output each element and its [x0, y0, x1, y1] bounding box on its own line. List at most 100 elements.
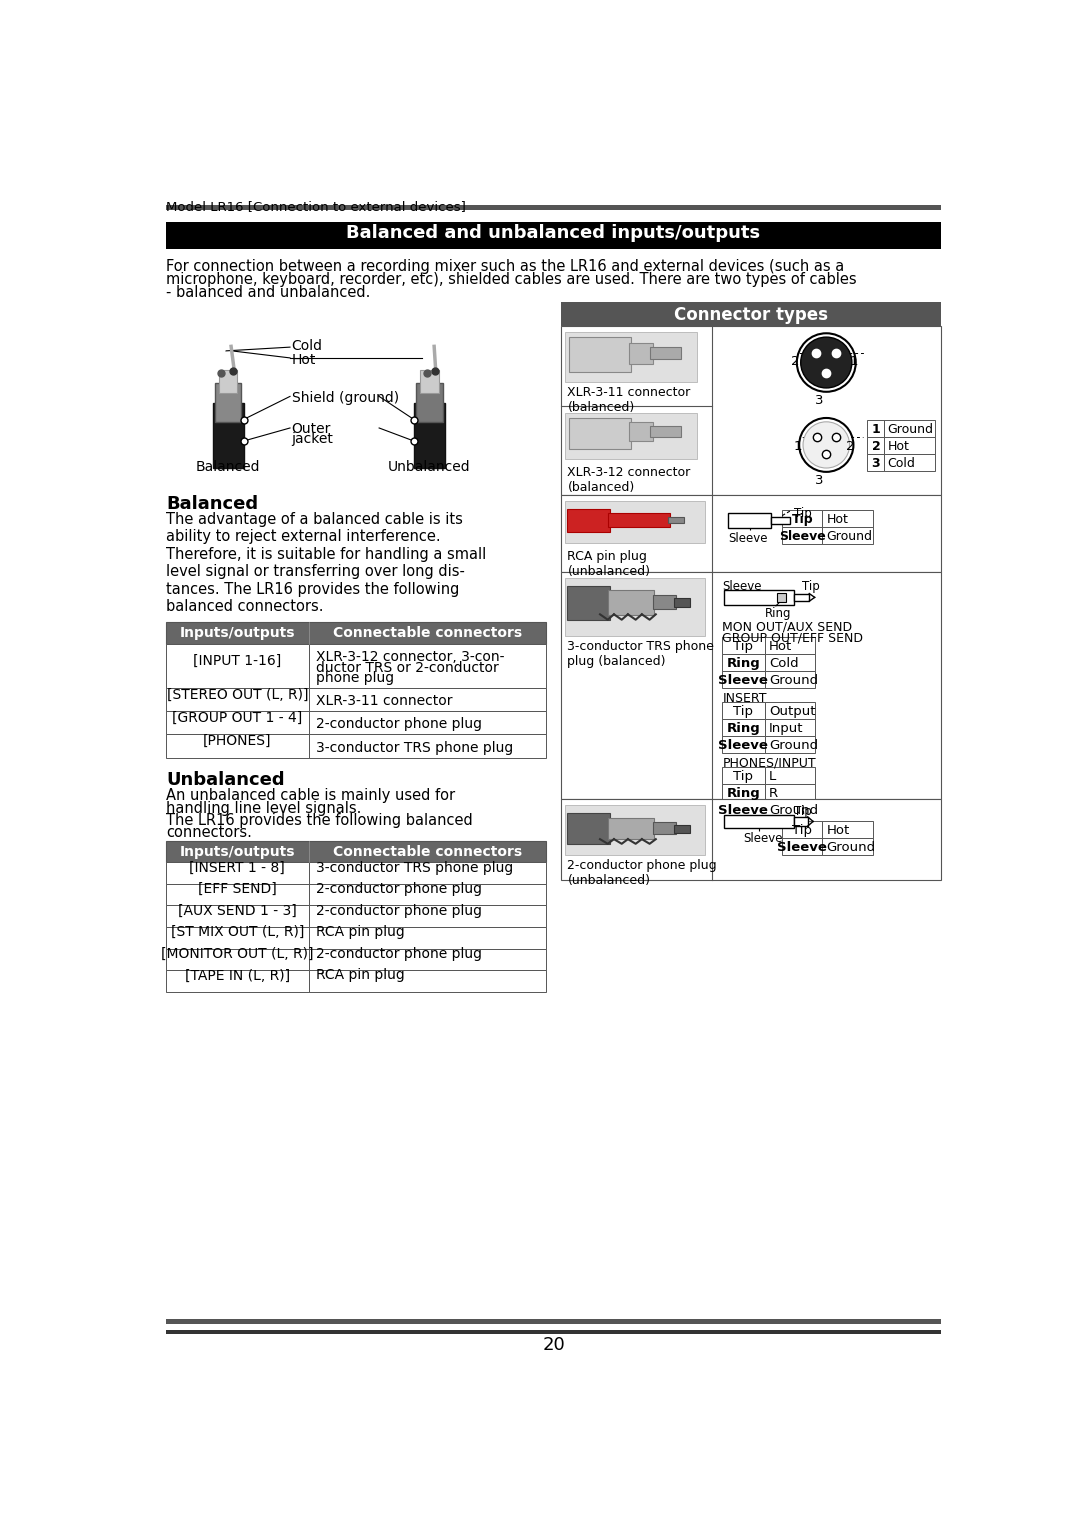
Bar	[885, 455, 935, 472]
Bar	[567, 586, 610, 621]
Text: 2-conductor phone plug: 2-conductor phone plug	[315, 948, 482, 961]
Text: XLR-3-12 connector
(balanced): XLR-3-12 connector (balanced)	[567, 467, 691, 494]
Bar	[166, 841, 545, 862]
Text: Sleeve: Sleeve	[743, 832, 783, 845]
Text: Tip: Tip	[793, 824, 812, 836]
Text: Connectable connectors: Connectable connectors	[333, 844, 522, 859]
Text: The LR16 provides the following balanced: The LR16 provides the following balanced	[166, 813, 473, 829]
Bar	[652, 823, 676, 833]
Text: RCA pin plug
(unbalanced): RCA pin plug (unbalanced)	[567, 551, 650, 578]
Bar	[650, 346, 681, 360]
Bar	[652, 595, 676, 609]
Bar	[674, 826, 690, 833]
Bar	[309, 734, 545, 757]
Text: Ring: Ring	[727, 787, 760, 800]
Bar	[565, 331, 697, 382]
Text: Tip: Tip	[733, 769, 754, 783]
Bar	[309, 884, 545, 905]
Text: [EFF SEND]: [EFF SEND]	[198, 882, 276, 896]
Text: 2-conductor phone plug: 2-conductor phone plug	[315, 903, 482, 917]
Bar	[823, 838, 873, 855]
Text: Sleeve: Sleeve	[779, 531, 825, 543]
Bar	[562, 302, 941, 325]
Bar	[218, 371, 238, 394]
Text: Sleeve: Sleeve	[728, 533, 768, 545]
Text: XLR-3-11 connector: XLR-3-11 connector	[315, 694, 453, 708]
Text: Shield (ground): Shield (ground)	[292, 391, 399, 404]
Text: Cold: Cold	[888, 458, 916, 470]
Bar	[416, 383, 443, 421]
Bar	[309, 644, 545, 688]
Text: Hot: Hot	[888, 441, 909, 453]
Text: Inputs/outputs: Inputs/outputs	[179, 626, 295, 639]
Bar	[565, 578, 704, 636]
Bar	[765, 638, 815, 655]
Text: 2-conductor phone plug: 2-conductor phone plug	[315, 717, 482, 731]
Bar	[565, 806, 704, 856]
Text: phone plug: phone plug	[315, 671, 394, 685]
Text: Ground: Ground	[769, 674, 818, 687]
Bar	[885, 420, 935, 438]
Text: 3: 3	[872, 458, 880, 470]
Bar	[782, 510, 823, 528]
Text: Unbalanced: Unbalanced	[388, 461, 471, 475]
Bar	[770, 516, 789, 525]
Text: [MONITOR OUT (L, R)]: [MONITOR OUT (L, R)]	[161, 948, 313, 961]
Bar	[723, 655, 765, 671]
Text: 2: 2	[872, 441, 880, 453]
Bar	[650, 426, 681, 438]
Bar	[309, 862, 545, 884]
Text: 3-conductor TRS phone
plug (balanced): 3-conductor TRS phone plug (balanced)	[567, 639, 714, 668]
Text: [ST MIX OUT (L, R)]: [ST MIX OUT (L, R)]	[171, 925, 303, 940]
Bar	[309, 711, 545, 734]
Bar	[723, 702, 765, 719]
Text: 20: 20	[542, 1335, 565, 1354]
Bar	[867, 420, 885, 438]
Text: [INPUT 1-16]: [INPUT 1-16]	[193, 653, 282, 667]
Bar	[569, 418, 631, 449]
Text: Output: Output	[769, 705, 815, 719]
Text: connectors.: connectors.	[166, 826, 252, 841]
Text: GROUP OUT/EFF SEND: GROUP OUT/EFF SEND	[723, 632, 863, 644]
Text: 3-conductor TRS phone plug: 3-conductor TRS phone plug	[315, 740, 513, 754]
Text: Balanced and unbalanced inputs/outputs: Balanced and unbalanced inputs/outputs	[347, 224, 760, 243]
Bar	[166, 688, 309, 711]
Text: microphone, keyboard, recorder, etc), shielded cables are used. There are two ty: microphone, keyboard, recorder, etc), sh…	[166, 272, 856, 287]
Bar	[765, 719, 815, 736]
Bar	[166, 711, 309, 734]
Bar	[723, 784, 765, 801]
Bar	[166, 204, 941, 211]
Text: Sleeve: Sleeve	[723, 580, 762, 592]
Text: INSERT: INSERT	[723, 693, 767, 705]
Text: handling line level signals.: handling line level signals.	[166, 801, 362, 816]
Bar	[166, 734, 309, 757]
Bar	[794, 594, 809, 601]
Bar	[765, 671, 815, 688]
Bar	[608, 591, 654, 615]
Text: 2-conductor phone plug: 2-conductor phone plug	[315, 882, 482, 896]
Bar	[723, 638, 765, 655]
Bar	[567, 508, 610, 533]
Text: Hot: Hot	[826, 513, 848, 526]
Bar	[723, 766, 765, 784]
Text: [INSERT 1 - 8]: [INSERT 1 - 8]	[189, 861, 285, 874]
Bar	[562, 572, 941, 800]
Text: Hot: Hot	[826, 824, 850, 836]
Bar	[777, 592, 786, 601]
Text: Model LR16 [Connection to external devices]: Model LR16 [Connection to external devic…	[166, 200, 465, 214]
Bar	[166, 221, 941, 249]
Text: Tip: Tip	[801, 580, 820, 592]
Bar	[630, 342, 652, 365]
Bar	[723, 736, 765, 752]
Text: 3: 3	[814, 394, 823, 407]
Bar	[309, 926, 545, 949]
Text: Ring: Ring	[727, 722, 760, 736]
Bar	[867, 438, 885, 455]
Bar	[608, 818, 654, 839]
Text: Input: Input	[769, 722, 804, 736]
Circle shape	[799, 418, 853, 472]
Bar	[728, 513, 770, 528]
Bar	[765, 801, 815, 818]
Bar	[765, 736, 815, 752]
Text: [STEREO OUT (L, R)]: [STEREO OUT (L, R)]	[166, 687, 308, 702]
